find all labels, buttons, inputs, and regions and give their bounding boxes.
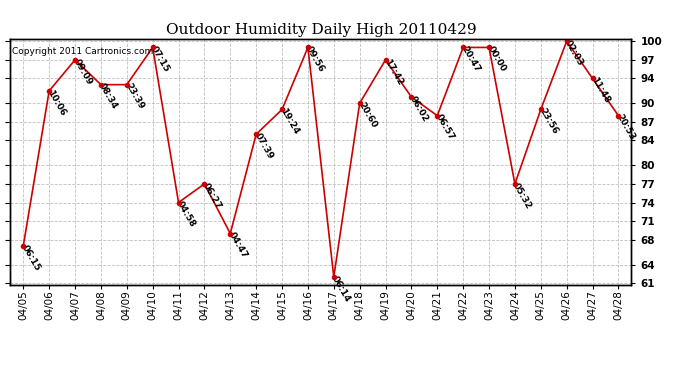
Text: 02:03: 02:03 [563, 39, 585, 68]
Text: 06:14: 06:14 [330, 274, 353, 303]
Text: 06:57: 06:57 [433, 113, 456, 142]
Text: 09:09: 09:09 [71, 57, 94, 86]
Text: 20:47: 20:47 [460, 45, 482, 74]
Text: 07:15: 07:15 [149, 45, 171, 74]
Text: 08:34: 08:34 [97, 82, 119, 111]
Text: 00:00: 00:00 [485, 45, 507, 74]
Text: 04:47: 04:47 [226, 231, 249, 260]
Text: 09:56: 09:56 [304, 45, 326, 74]
Text: Copyright 2011 Cartronics.com: Copyright 2011 Cartronics.com [12, 47, 153, 56]
Text: 17:42: 17:42 [382, 57, 404, 87]
Text: 23:56: 23:56 [537, 106, 560, 136]
Text: 06:02: 06:02 [408, 94, 430, 123]
Text: 10:06: 10:06 [46, 88, 68, 117]
Text: 06:15: 06:15 [19, 243, 41, 272]
Text: 20:53: 20:53 [615, 113, 637, 142]
Title: Outdoor Humidity Daily High 20110429: Outdoor Humidity Daily High 20110429 [166, 23, 476, 37]
Text: 23:39: 23:39 [123, 82, 146, 111]
Text: 04:58: 04:58 [175, 200, 197, 229]
Text: 05:32: 05:32 [511, 181, 533, 210]
Text: 06:27: 06:27 [201, 181, 223, 210]
Text: 19:24: 19:24 [278, 106, 301, 136]
Text: 20:60: 20:60 [356, 100, 378, 129]
Text: 07:39: 07:39 [253, 132, 275, 161]
Text: 11:48: 11:48 [589, 76, 611, 105]
